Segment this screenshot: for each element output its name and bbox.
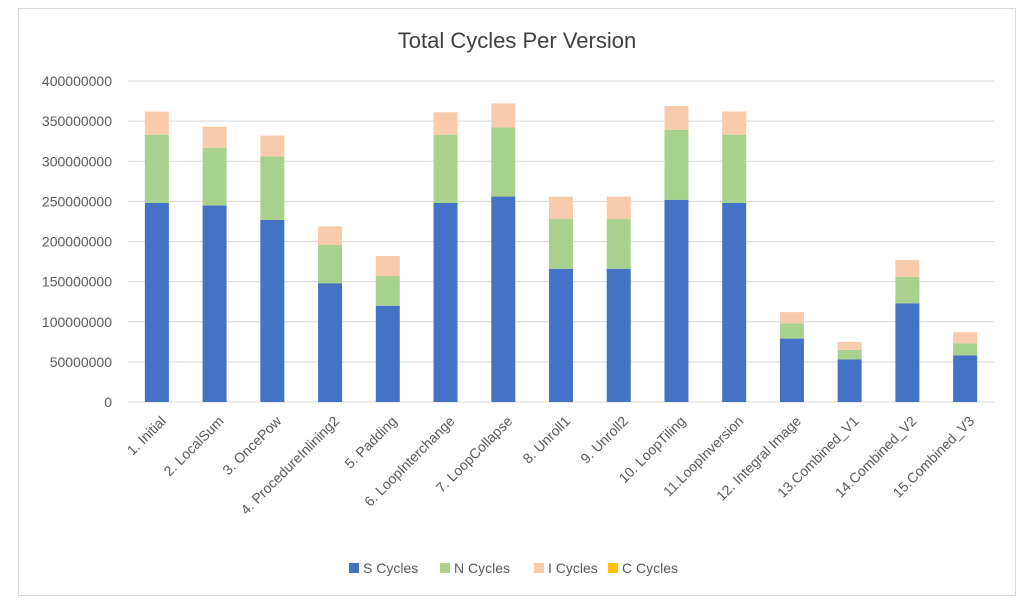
bar-segment [318, 226, 343, 245]
x-tick-label: 5. Padding [341, 413, 400, 472]
x-tick-label: 8. Unroll1 [519, 413, 573, 467]
bar-segment [779, 338, 804, 402]
bar-segment [433, 134, 458, 203]
bar-segment [779, 323, 804, 339]
y-tick-label: 0 [104, 394, 112, 410]
legend-item: I Cycles [534, 560, 598, 576]
bar-segment [606, 196, 631, 220]
bar-segment [549, 196, 573, 220]
bar-segment [375, 255, 400, 276]
bar-segment [491, 103, 516, 128]
bar-segment [318, 283, 343, 402]
legend-label: N Cycles [454, 560, 510, 576]
y-tick-label: 400000000 [42, 73, 112, 89]
bar-segment [318, 244, 343, 284]
bar-segment [549, 219, 573, 269]
bar-segment [606, 219, 631, 269]
y-tick-label: 100000000 [42, 314, 112, 330]
legend-label: I Cycles [548, 560, 598, 576]
x-tick-label: 4. ProcedureInlining2 [237, 413, 342, 518]
legend-swatch [534, 563, 544, 573]
y-tick-label: 250000000 [42, 193, 112, 209]
legend-item: N Cycles [440, 560, 510, 576]
bar-segment [722, 202, 747, 402]
bar-segment [202, 205, 227, 402]
chart-frame [18, 8, 1016, 596]
bar-segment [722, 111, 747, 135]
bar-segment [779, 312, 804, 324]
bar-segment [144, 202, 169, 402]
x-tick-label: 1. Initial [124, 413, 169, 458]
legend-item: S Cycles [349, 560, 418, 576]
bar-segment [664, 199, 689, 402]
bars [144, 103, 978, 402]
bar-segment [549, 268, 573, 402]
bar-segment [144, 134, 169, 203]
legend-label: C Cycles [622, 560, 678, 576]
bar-segment [606, 268, 631, 402]
legend-label: S Cycles [363, 560, 418, 576]
bar-segment [837, 341, 862, 350]
bar-segment [664, 129, 689, 200]
bar-segment [433, 202, 458, 402]
bar-segment [953, 355, 978, 402]
x-tick-label: 9. Unroll2 [577, 413, 631, 467]
y-axis-ticks: 0 50000000 100000000 150000000 200000000 2500… [42, 73, 112, 410]
legend: S Cycles N Cycles I Cycles C Cycles [349, 560, 678, 576]
bar-segment [491, 127, 516, 197]
bar-segment [202, 147, 227, 206]
bar-segment [202, 126, 227, 148]
chart-title: Total Cycles Per Version [398, 28, 636, 53]
bar-segment [375, 276, 400, 306]
bar-segment [664, 105, 689, 130]
bar-segment [433, 112, 458, 135]
legend-swatch [608, 563, 618, 573]
legend-item: C Cycles [608, 560, 678, 576]
bar-segment [260, 219, 285, 402]
bar-segment [837, 349, 862, 360]
legend-swatch [349, 563, 359, 573]
bar-segment [953, 332, 978, 344]
bar-segment [491, 196, 516, 402]
y-tick-label: 350000000 [42, 113, 112, 129]
bar-segment [895, 276, 920, 304]
bar-segment [837, 359, 862, 402]
legend-swatch [440, 563, 450, 573]
bar-segment [144, 111, 169, 135]
y-tick-label: 150000000 [42, 274, 112, 290]
y-tick-label: 200000000 [42, 234, 112, 250]
bar-segment [375, 305, 400, 402]
bar-segment [260, 156, 285, 220]
x-tick-label: 2. LocalSum [160, 413, 226, 479]
bar-segment [260, 135, 285, 157]
bar-segment [953, 343, 978, 356]
bar-segment [895, 303, 920, 402]
y-tick-label: 300000000 [42, 153, 112, 169]
bar-segment [722, 134, 747, 203]
bar-segment [895, 259, 920, 277]
y-tick-label: 50000000 [50, 354, 113, 370]
